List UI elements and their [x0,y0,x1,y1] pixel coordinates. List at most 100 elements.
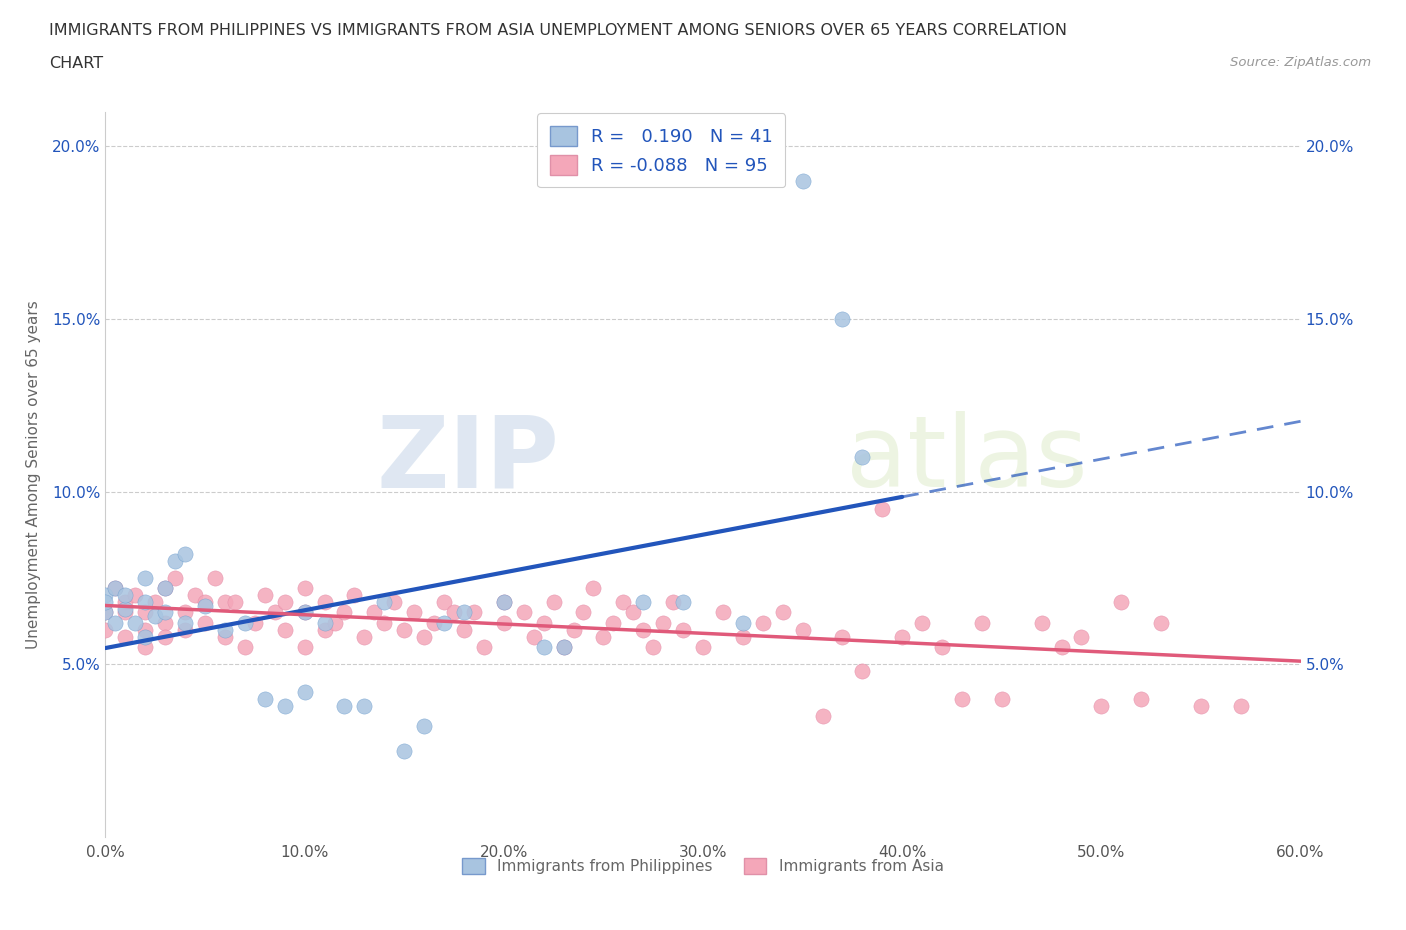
Point [134,594,156,609]
Point [134,630,156,644]
Point [811,709,834,724]
Point [153,581,177,596]
Point [353,630,375,644]
Point [433,616,456,631]
Point [672,594,695,609]
Point [543,594,565,609]
Point [114,605,136,620]
Point [104,616,127,631]
Point [423,616,446,631]
Point [143,594,166,609]
Point [633,594,655,609]
Point [633,622,655,637]
Point [443,605,465,620]
Point [104,581,127,596]
Point [243,616,266,631]
Point [194,598,217,613]
Point [294,581,316,596]
Point [104,581,127,596]
Point [1070,630,1092,644]
Point [492,594,515,609]
Point [273,594,295,609]
Point [174,546,197,561]
Point [194,594,217,609]
Legend: Immigrants from Philippines, Immigrants from Asia: Immigrants from Philippines, Immigrants … [456,852,950,880]
Point [911,616,934,631]
Point [153,581,177,596]
Point [294,605,316,620]
Point [792,622,814,637]
Point [184,588,207,603]
Point [1189,698,1212,713]
Point [224,594,246,609]
Point [134,570,156,585]
Point [273,698,295,713]
Point [214,594,236,609]
Point [751,616,773,631]
Point [404,605,426,620]
Point [831,312,853,326]
Point [711,605,734,620]
Point [294,684,316,699]
Point [1229,698,1251,713]
Point [553,640,575,655]
Point [1130,691,1153,706]
Point [1031,616,1053,631]
Point [602,616,624,631]
Point [114,594,136,609]
Point [94,588,117,603]
Point [533,640,555,655]
Point [114,602,136,617]
Point [273,622,295,637]
Point [314,594,336,609]
Point [492,594,515,609]
Point [263,605,285,620]
Point [970,616,993,631]
Point [343,588,366,603]
Point [492,616,515,631]
Point [612,594,634,609]
Point [294,605,316,620]
Point [621,605,644,620]
Point [194,616,217,631]
Point [731,630,754,644]
Point [134,605,156,620]
Point [94,605,117,620]
Point [233,640,256,655]
Text: Source: ZipAtlas.com: Source: ZipAtlas.com [1230,56,1371,69]
Point [872,501,894,516]
Point [463,605,485,620]
Point [153,605,177,620]
Point [114,588,136,603]
Point [333,605,356,620]
Point [94,605,117,620]
Point [413,630,436,644]
Point [165,570,187,585]
Point [323,616,346,631]
Point [433,594,456,609]
Text: atlas: atlas [846,411,1088,509]
Point [523,630,546,644]
Point [314,616,336,631]
Point [294,640,316,655]
Point [124,616,146,631]
Point [143,608,166,623]
Point [891,630,914,644]
Point [851,449,873,464]
Point [353,698,375,713]
Point [134,640,156,655]
Point [373,616,395,631]
Point [1111,594,1133,609]
Point [582,581,605,596]
Point [165,553,187,568]
Y-axis label: Unemployment Among Seniors over 65 years: Unemployment Among Seniors over 65 years [27,300,41,649]
Point [851,664,873,679]
Point [533,616,555,631]
Point [392,743,416,758]
Point [174,605,197,620]
Point [333,698,356,713]
Point [950,691,973,706]
Point [931,640,953,655]
Point [772,605,794,620]
Point [214,622,236,637]
